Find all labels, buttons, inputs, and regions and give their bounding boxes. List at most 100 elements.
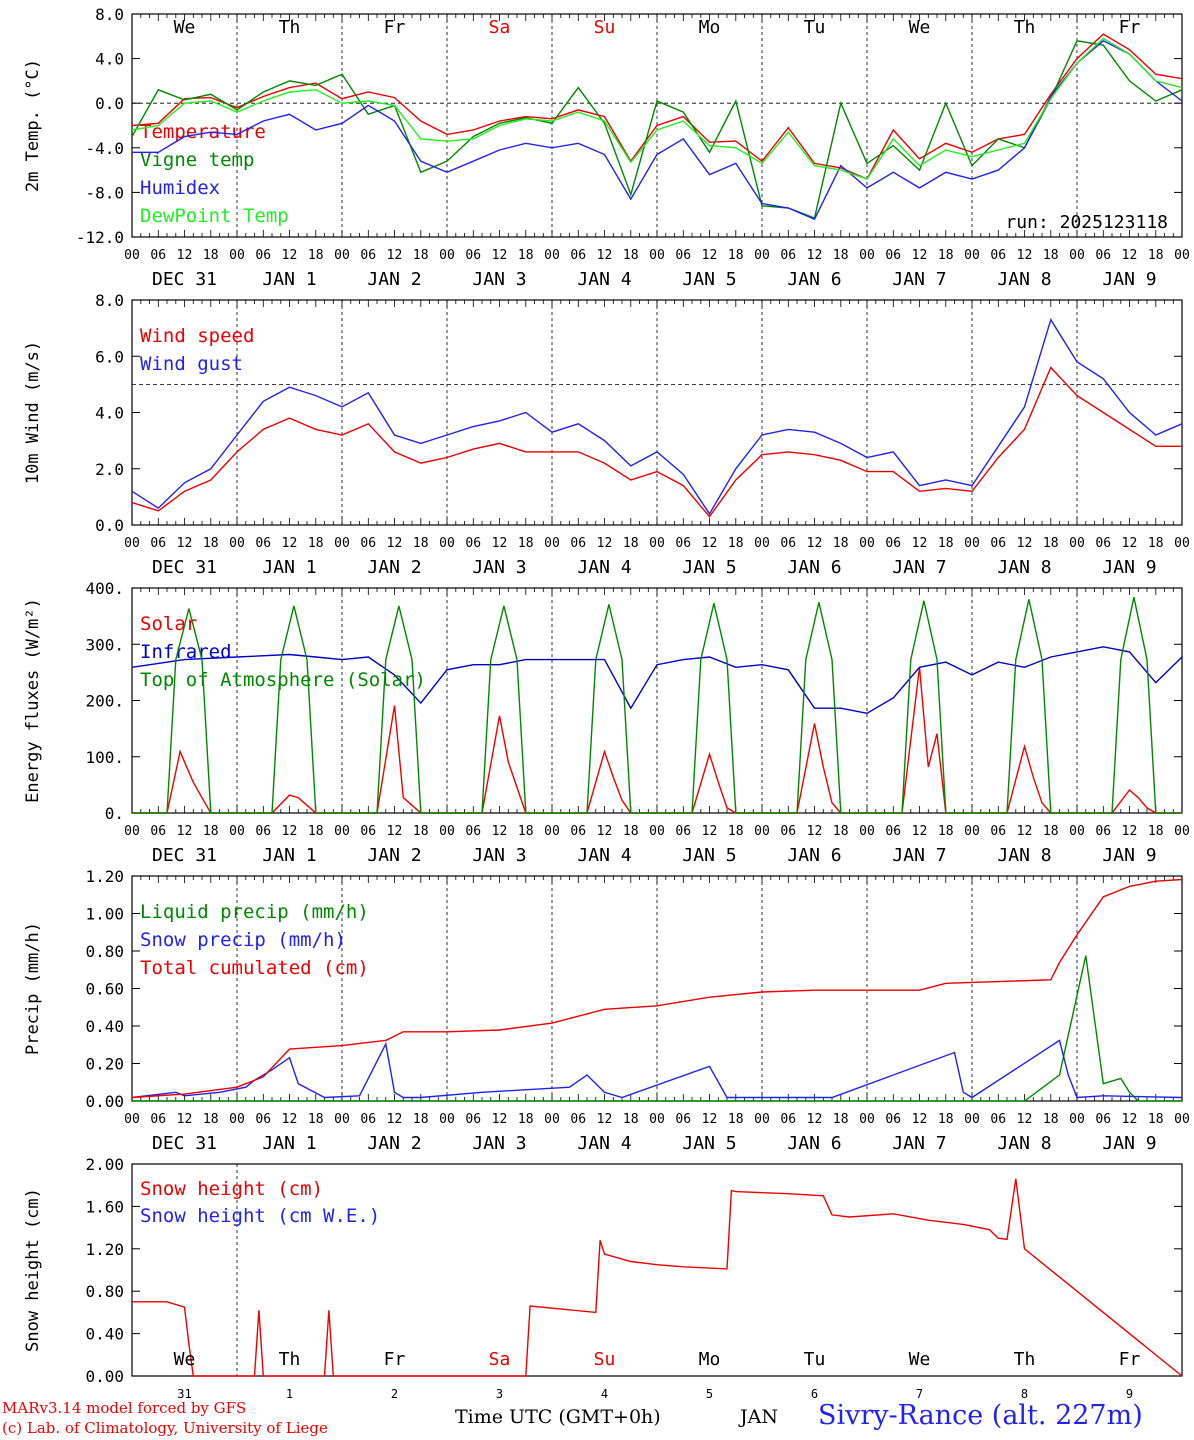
series-line-snow-0: [132, 1178, 1183, 1377]
y-tick-label: -4.0: [85, 139, 124, 158]
x-hour-label: 12: [597, 248, 613, 263]
legend-entry: Wind gust: [140, 353, 243, 375]
series-line-energy-2: [132, 597, 1182, 814]
x-hour-label: 12: [1017, 248, 1033, 263]
x-hour-label: 12: [912, 824, 928, 839]
x-date-label: JAN 5: [682, 1133, 736, 1154]
x-hour-label: 06: [360, 248, 376, 263]
day-number-label: 8: [1021, 1387, 1028, 1401]
x-date-label: DEC 31: [152, 1133, 217, 1154]
series-line-wind-0: [131, 366, 1182, 518]
x-hour-label: 18: [413, 536, 429, 551]
x-hour-label: 06: [675, 248, 691, 263]
x-date-label: JAN 6: [787, 845, 841, 866]
x-hour-label: 18: [1043, 248, 1059, 263]
x-date-label: JAN 5: [682, 557, 736, 578]
x-hour-label: 06: [465, 824, 481, 839]
y-tick-label: 0.20: [85, 1055, 124, 1074]
day-number-label: 31: [177, 1387, 191, 1401]
weekday-label: Fr: [1119, 1349, 1141, 1370]
x-date-label: JAN 1: [262, 269, 316, 290]
month-label: JAN: [740, 1406, 778, 1428]
x-hour-label: 12: [807, 536, 823, 551]
x-hour-label: 00: [1069, 1112, 1085, 1127]
x-hour-label: 12: [1017, 1112, 1033, 1127]
x-hour-label: 06: [675, 1112, 691, 1127]
x-hour-label: 12: [807, 248, 823, 263]
legend-entry: Infrared: [140, 641, 232, 663]
x-hour-label: 12: [492, 248, 508, 263]
legend-entry: Temperature: [140, 121, 266, 143]
legend-entry: Top of Atmosphere (Solar): [140, 669, 426, 691]
day-number-label: 6: [811, 1387, 818, 1401]
x-hour-label: 06: [885, 824, 901, 839]
x-date-label: JAN 1: [262, 557, 316, 578]
x-hour-label: 12: [1122, 248, 1138, 263]
weekday-label: Mo: [699, 1349, 721, 1370]
x-date-label: JAN 6: [787, 557, 841, 578]
x-hour-label: 18: [518, 824, 534, 839]
weekday-label: Sa: [489, 17, 511, 38]
y-tick-label: 400.: [85, 579, 124, 598]
legend-entry: Humidex: [140, 177, 220, 199]
x-date-label: JAN 7: [892, 269, 946, 290]
plot-frame-snow: [131, 1163, 1183, 1377]
x-hour-label: 12: [912, 536, 928, 551]
x-hour-label: 18: [203, 824, 219, 839]
x-hour-label: 12: [702, 824, 718, 839]
x-hour-label: 00: [439, 1112, 455, 1127]
legend-entry: Liquid precip (mm/h): [140, 901, 369, 923]
y-tick-label: 8.0: [95, 5, 124, 24]
series-line-temp-1: [131, 40, 1183, 219]
x-hour-label: 00: [334, 824, 350, 839]
x-hour-label: 06: [465, 248, 481, 263]
y-tick-label: 1.60: [85, 1197, 124, 1216]
day-number-label: 3: [496, 1387, 503, 1401]
day-number-label: 1: [286, 1387, 293, 1401]
x-hour-label: 18: [833, 536, 849, 551]
x-hour-label: 06: [465, 1112, 481, 1127]
x-hour-label: 18: [938, 248, 954, 263]
x-hour-label: 18: [1148, 536, 1164, 551]
weekday-label: We: [174, 17, 196, 38]
x-date-label: DEC 31: [152, 845, 217, 866]
x-hour-label: 18: [728, 536, 744, 551]
x-hour-label: 00: [439, 536, 455, 551]
x-hour-label: 18: [728, 248, 744, 263]
x-hour-label: 00: [859, 1112, 875, 1127]
x-hour-label: 00: [649, 536, 665, 551]
x-hour-label: 18: [1043, 536, 1059, 551]
series-line-precip-2: [131, 878, 1183, 1099]
x-hour-label: 12: [597, 536, 613, 551]
x-hour-label: 12: [282, 248, 298, 263]
series-line-temp-3: [131, 37, 1183, 180]
x-hour-label: 06: [780, 824, 796, 839]
x-hour-label: 12: [387, 1112, 403, 1127]
x-hour-label: 12: [1122, 824, 1138, 839]
y-axis-label: 10m Wind (m/s): [23, 341, 43, 484]
x-hour-label: 18: [938, 824, 954, 839]
weekday-label: Fr: [1119, 17, 1141, 38]
x-hour-label: 12: [177, 1112, 193, 1127]
x-hour-label: 06: [885, 536, 901, 551]
x-hour-label: 00: [229, 248, 245, 263]
x-date-label: JAN 9: [1102, 557, 1156, 578]
x-hour-label: 06: [150, 248, 166, 263]
y-tick-label: 0.: [105, 804, 124, 823]
x-hour-label: 00: [1069, 824, 1085, 839]
x-hour-label: 00: [544, 1112, 560, 1127]
x-hour-label: 18: [623, 1112, 639, 1127]
x-date-label: DEC 31: [152, 269, 217, 290]
x-hour-label: 18: [203, 248, 219, 263]
x-hour-label: 06: [990, 536, 1006, 551]
x-date-label: JAN 4: [577, 557, 631, 578]
x-hour-label: 00: [334, 1112, 350, 1127]
y-tick-label: 0.0: [95, 94, 124, 113]
x-hour-label: 18: [413, 1112, 429, 1127]
x-hour-label: 12: [597, 1112, 613, 1127]
weekday-label: Su: [594, 17, 616, 38]
x-hour-label: 12: [807, 824, 823, 839]
y-tick-label: 0.00: [85, 1092, 124, 1111]
x-hour-label: 00: [964, 1112, 980, 1127]
x-date-label: JAN 2: [367, 557, 421, 578]
